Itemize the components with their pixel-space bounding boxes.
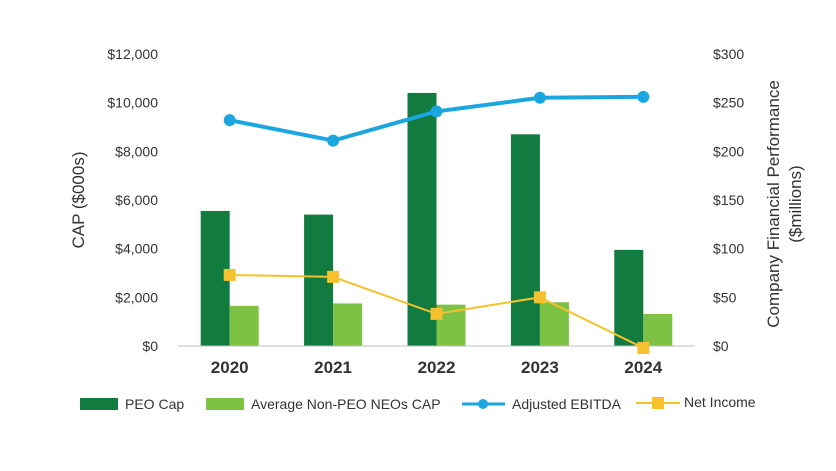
right-axis-tick-label: $150 (713, 192, 744, 208)
adjusted-ebitda-point (533, 91, 546, 104)
x-axis-tick-label: 2022 (418, 358, 456, 377)
adjusted-ebitda-point (223, 114, 236, 127)
right-axis-title-line1: Company Financial Performance (764, 80, 783, 328)
right-axis-tick-label: $300 (713, 46, 744, 62)
left-axis-title: CAP ($000s) (69, 151, 88, 248)
right-axis-tick-label: $100 (713, 241, 744, 257)
left-axis-tick-label: $2,000 (115, 289, 158, 305)
right-axis-title-line2: ($millions) (786, 165, 805, 242)
net-income-point (430, 307, 443, 320)
left-axis-tick-label: $12,000 (107, 46, 158, 62)
net-income-point (223, 268, 236, 281)
x-axis-tick-label: 2020 (211, 358, 249, 377)
adjusted-ebitda-point (430, 105, 443, 118)
non-peo-cap-bar (333, 303, 363, 346)
legend-label-adjusted-ebitda: Adjusted EBITDA (512, 396, 622, 412)
right-axis-tick-label: $0 (713, 338, 729, 354)
left-axis-tick-label: $4,000 (115, 241, 158, 257)
peo-cap-bar (510, 134, 540, 346)
legend-label-non-peo-cap: Average Non-PEO NEOs CAP (251, 396, 441, 412)
right-axis-tick-label: $50 (713, 289, 737, 305)
adjusted-ebitda-point (327, 134, 340, 147)
legend-marker-adjusted-ebitda (478, 399, 488, 409)
right-axis-tick-label: $200 (713, 143, 744, 159)
x-axis-tick-label: 2024 (624, 358, 662, 377)
non-peo-cap-bar (643, 313, 673, 346)
legend-label-net-income: Net Income (684, 394, 756, 410)
adjusted-ebitda-point (637, 90, 650, 103)
left-axis-tick-label: $10,000 (107, 95, 158, 111)
x-axis-tick-label: 2021 (314, 358, 352, 377)
peo-cap-bar (407, 92, 437, 346)
right-axis-tick-label: $250 (713, 95, 744, 111)
left-axis-tick-label: $6,000 (115, 192, 158, 208)
legend-swatch-peo-cap (80, 398, 118, 410)
non-peo-cap-bar (229, 305, 259, 346)
left-axis-tick-label: $8,000 (115, 143, 158, 159)
x-axis-tick-label: 2023 (521, 358, 559, 377)
legend-swatch-non-peo-cap (206, 398, 244, 410)
legend-marker-net-income (652, 397, 664, 409)
net-income-point (637, 341, 650, 354)
peo-cap-bar (614, 249, 644, 346)
left-axis-tick-label: $0 (142, 338, 158, 354)
net-income-point (327, 270, 340, 283)
net-income-point (533, 291, 546, 304)
right-axis-title: Company Financial Performance ($millions) (764, 80, 805, 328)
legend-label-peo-cap: PEO Cap (125, 396, 184, 412)
